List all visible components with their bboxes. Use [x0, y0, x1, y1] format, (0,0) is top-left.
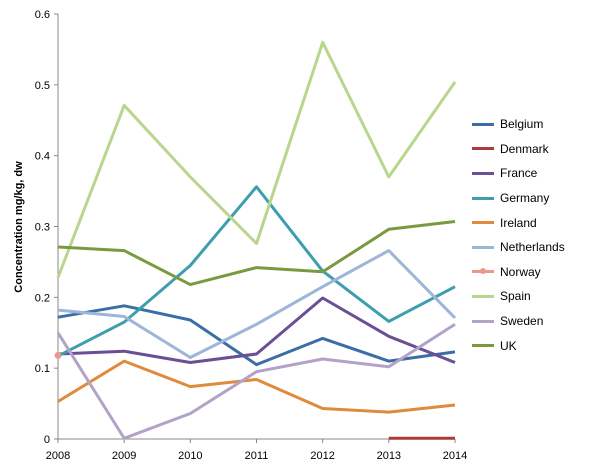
legend-swatch: [472, 122, 494, 126]
x-tick-label: 2011: [245, 450, 269, 462]
legend-item-germany: Germany: [472, 186, 584, 211]
legend-label: Netherlands: [500, 240, 565, 255]
legend-label: Belgium: [500, 117, 544, 132]
x-tick-label: 2014: [443, 450, 467, 462]
series-line-uk: [57, 220, 456, 287]
legend-item-uk: UK: [472, 333, 584, 358]
x-tick-label: 2009: [112, 450, 136, 462]
legend-item-denmark: Denmark: [472, 137, 584, 162]
legend-label: Sweden: [500, 314, 544, 329]
legend-swatch: [472, 294, 494, 298]
series-line-france: [57, 296, 456, 364]
series-line-belgium: [57, 304, 456, 367]
legend-swatch: [472, 171, 494, 175]
y-tick-label: 0.2: [35, 292, 50, 304]
series-line-sweden: [56, 323, 456, 440]
legend-item-ireland: Ireland: [472, 210, 584, 235]
y-axis-label: Concentration mg/kg, dw: [13, 161, 25, 293]
legend-label: Spain: [500, 289, 531, 304]
legend-item-spain: Spain: [472, 284, 584, 309]
data-point-norway: [54, 351, 62, 359]
series-line-ireland: [57, 359, 456, 414]
legend-swatch: [472, 245, 494, 249]
y-axis-ticks: 0 0.1 0.2 0.3 0.4 0.5 0.6: [35, 9, 58, 446]
series-line-netherlands: [57, 249, 457, 359]
legend-item-france: France: [472, 161, 584, 186]
chart-legend: Belgium Denmark France Germany Ireland Nether…: [472, 112, 584, 358]
series-line-germany: [57, 185, 456, 358]
legend-swatch: [472, 147, 494, 151]
legend-label: Norway: [500, 264, 541, 279]
legend-swatch: [472, 221, 494, 225]
series-lines: [54, 40, 457, 440]
legend-label: UK: [500, 338, 517, 353]
x-tick-label: 2008: [46, 450, 70, 462]
legend-label: Ireland: [500, 215, 537, 230]
legend-item-belgium: Belgium: [472, 112, 584, 137]
y-tick-label: 0: [44, 434, 50, 446]
y-tick-label: 0.6: [35, 9, 50, 21]
x-axis-ticks: 2008 2009 2010 2011 2012 2013 2014: [46, 439, 467, 462]
legend-item-norway: Norway: [472, 260, 584, 285]
legend-swatch: [472, 319, 494, 323]
y-tick-label: 0.4: [35, 151, 50, 163]
legend-swatch: [472, 268, 494, 275]
legend-label: France: [500, 166, 538, 181]
legend-swatch: [472, 344, 494, 348]
x-tick-label: 2013: [377, 450, 401, 462]
legend-item-netherlands: Netherlands: [472, 235, 584, 260]
legend-label: Denmark: [500, 141, 549, 156]
legend-label: Germany: [500, 191, 550, 206]
chart-axes: [57, 14, 455, 440]
series-line-spain: [56, 40, 457, 279]
legend-swatch: [472, 196, 494, 200]
y-tick-label: 0.1: [35, 363, 50, 375]
y-tick-label: 0.3: [35, 222, 50, 234]
y-tick-label: 0.5: [35, 80, 50, 92]
legend-item-sweden: Sweden: [472, 309, 584, 334]
x-tick-label: 2010: [178, 450, 202, 462]
x-tick-label: 2012: [310, 450, 334, 462]
